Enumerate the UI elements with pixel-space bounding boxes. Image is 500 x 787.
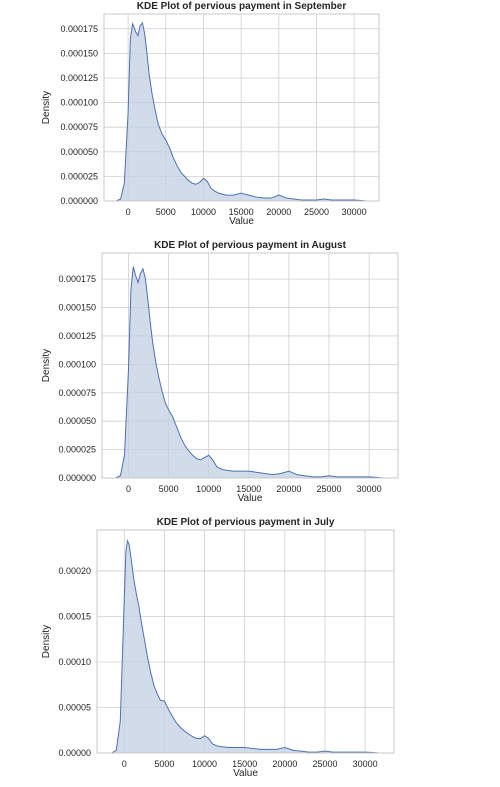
x-tick-label: 10000 (192, 759, 217, 769)
y-tick-label: 0.00015 (58, 611, 91, 621)
x-tick-label: 10000 (191, 207, 216, 217)
y-tick-label: 0.000050 (58, 416, 96, 426)
plot-frame (101, 252, 399, 479)
x-tick-label: 15000 (232, 759, 257, 769)
x-tick-label: 5000 (154, 759, 174, 769)
x-tick-label: 20000 (276, 484, 301, 494)
chart-title: KDE Plot of pervious payment in Septembe… (137, 1, 347, 12)
density-area (116, 22, 367, 201)
x-tick-label: 0 (126, 484, 131, 494)
x-tick-label: 25000 (316, 484, 341, 494)
y-tick-label: 0.000125 (58, 331, 96, 341)
x-tick-label: 30000 (357, 484, 382, 494)
y-tick-label: 0.000175 (58, 274, 96, 284)
x-axis-label: Value (238, 493, 263, 504)
x-tick-label: 20000 (266, 207, 291, 217)
density-line (115, 21, 367, 202)
y-tick-label: 0.000075 (58, 388, 96, 398)
plot-frame (103, 13, 380, 202)
density-area (111, 540, 379, 753)
x-tick-label: 0 (126, 207, 131, 217)
y-tick-label: 0.00020 (58, 566, 91, 576)
y-tick-label: 0.00005 (58, 702, 91, 712)
kde-chart-1: 0 5000 10000 15000 20000 25000 30000 0.000000 0.… (41, 1, 380, 227)
y-axis-label: Density (41, 349, 52, 382)
y-tick-label: 0.000000 (60, 196, 98, 206)
chart-title: KDE Plot of pervious payment in July (157, 517, 335, 528)
y-tick-label: 0.00000 (58, 748, 91, 758)
x-tick-label: 25000 (312, 759, 337, 769)
x-tick-label: 20000 (272, 759, 297, 769)
x-axis-label: Value (233, 768, 258, 779)
y-tick-label: 0.000100 (60, 98, 98, 108)
y-tick-label: 0.000000 (58, 473, 96, 483)
y-tick-label: 0.000050 (60, 147, 98, 157)
x-axis-label: Value (229, 216, 254, 227)
plot-frame (96, 529, 395, 754)
density-line (115, 266, 384, 479)
y-axis-label: Density (41, 91, 52, 124)
y-tick-label: 0.000150 (60, 48, 98, 58)
x-tick-label: 5000 (159, 484, 179, 494)
x-tick-label: 10000 (196, 484, 221, 494)
y-tick-label: 0.00010 (58, 657, 91, 667)
kde-chart-3: 0 5000 10000 15000 20000 25000 30000 0.00000 0.0… (41, 517, 395, 779)
y-tick-label: 0.000025 (60, 171, 98, 181)
density-line (111, 539, 379, 754)
chart-title: KDE Plot of pervious payment in August (154, 240, 347, 251)
y-tick-label: 0.000150 (58, 303, 96, 313)
kde-chart-2: 0 5000 10000 15000 20000 25000 30000 0.000000 0.… (41, 240, 399, 504)
x-tick-label: 15000 (229, 207, 254, 217)
x-tick-label: 30000 (342, 207, 367, 217)
y-axis-label: Density (41, 625, 52, 658)
x-tick-label: 5000 (156, 207, 176, 217)
y-tick-label: 0.000025 (58, 445, 96, 455)
x-tick-label: 15000 (236, 484, 261, 494)
x-tick-label: 0 (122, 759, 127, 769)
y-tick-label: 0.000125 (60, 73, 98, 83)
y-tick-label: 0.000100 (58, 359, 96, 369)
x-tick-label: 25000 (304, 207, 329, 217)
y-tick-label: 0.000175 (60, 24, 98, 34)
density-area (115, 266, 384, 478)
x-tick-label: 30000 (353, 759, 378, 769)
y-tick-label: 0.000075 (60, 122, 98, 132)
